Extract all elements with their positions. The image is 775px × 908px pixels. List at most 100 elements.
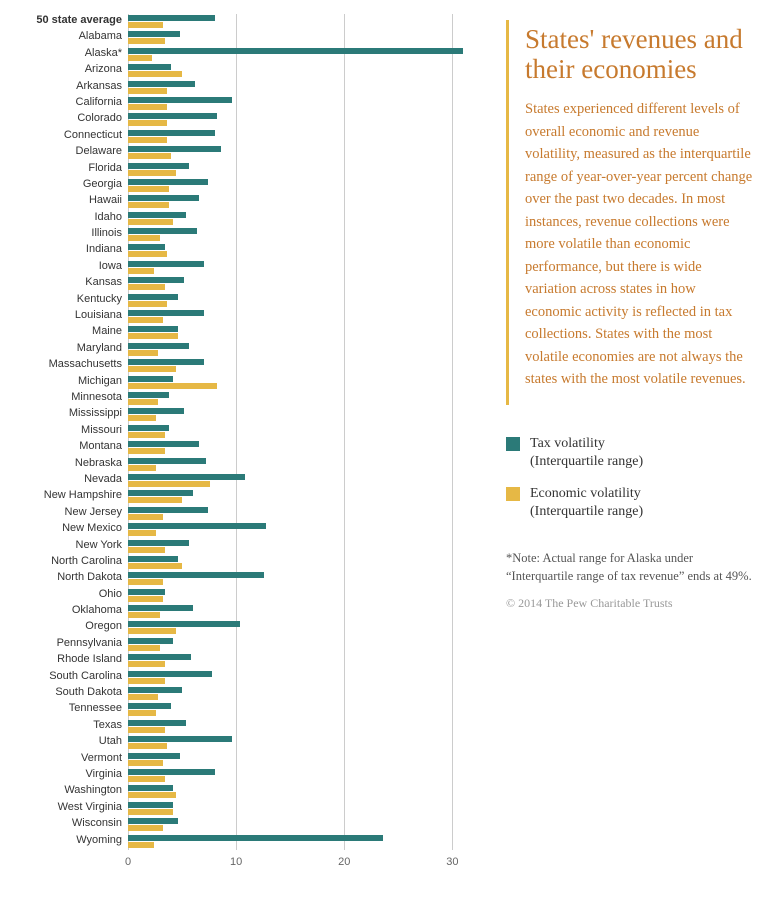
- bar-tax: [128, 163, 189, 169]
- bar-tax: [128, 720, 186, 726]
- bar-econ: [128, 170, 176, 176]
- chart-row: Maine: [0, 325, 474, 341]
- row-label: Ohio: [0, 588, 128, 600]
- bar-tax: [128, 540, 189, 546]
- chart-row: Florida: [0, 162, 474, 178]
- bar-tax: [128, 376, 173, 382]
- bar-econ: [128, 415, 156, 421]
- bar-econ: [128, 186, 169, 192]
- row-label: Kentucky: [0, 293, 128, 305]
- chart-row: Alaska*: [0, 47, 474, 63]
- row-bars: [128, 702, 474, 718]
- legend-swatch: [506, 487, 520, 501]
- row-bars: [128, 194, 474, 210]
- axis-tick: 20: [338, 856, 350, 868]
- chart-row: Mississippi: [0, 407, 474, 423]
- sidebar-description: States experienced different levels of o…: [525, 98, 755, 390]
- chart-panel: 50 state averageAlabamaAlaska*ArizonaArk…: [0, 0, 480, 908]
- bar-econ: [128, 727, 165, 733]
- chart-row: Virginia: [0, 768, 474, 784]
- row-label: Montana: [0, 440, 128, 452]
- bar-econ: [128, 628, 176, 634]
- chart-row: Nebraska: [0, 457, 474, 473]
- row-label: California: [0, 96, 128, 108]
- chart-row: North Dakota: [0, 571, 474, 587]
- row-bars: [128, 178, 474, 194]
- bar-tax: [128, 671, 212, 677]
- row-bars: [128, 686, 474, 702]
- row-bars: [128, 489, 474, 505]
- row-bars: [128, 145, 474, 161]
- row-bars: [128, 555, 474, 571]
- row-bars: [128, 424, 474, 440]
- row-bars: [128, 506, 474, 522]
- legend-swatch: [506, 437, 520, 451]
- chart-row: South Dakota: [0, 686, 474, 702]
- row-bars: [128, 670, 474, 686]
- row-bars: [128, 358, 474, 374]
- bar-tax: [128, 359, 204, 365]
- chart-row: Colorado: [0, 112, 474, 128]
- bar-econ: [128, 645, 160, 651]
- bar-tax: [128, 605, 193, 611]
- row-label: Michigan: [0, 375, 128, 387]
- chart-row: Michigan: [0, 375, 474, 391]
- chart-row: New Mexico: [0, 522, 474, 538]
- row-bars: [128, 817, 474, 833]
- bar-tax: [128, 785, 173, 791]
- row-label: Wyoming: [0, 834, 128, 846]
- bar-econ: [128, 497, 182, 503]
- bar-econ: [128, 251, 167, 257]
- bar-econ: [128, 383, 217, 389]
- footnote: *Note: Actual range for Alaska under “In…: [506, 549, 755, 585]
- bar-econ: [128, 235, 160, 241]
- row-bars: [128, 539, 474, 555]
- row-bars: [128, 407, 474, 423]
- row-bars: [128, 768, 474, 784]
- bar-econ: [128, 809, 173, 815]
- page-container: 50 state averageAlabamaAlaska*ArizonaArk…: [0, 0, 775, 908]
- row-label: Hawaii: [0, 194, 128, 206]
- bar-tax: [128, 687, 182, 693]
- row-bars: [128, 834, 474, 850]
- legend-label: Tax volatility(Interquartile range): [530, 435, 643, 471]
- row-label: Maryland: [0, 342, 128, 354]
- bar-econ: [128, 350, 158, 356]
- row-label: Tennessee: [0, 702, 128, 714]
- bar-econ: [128, 514, 163, 520]
- bar-tax: [128, 97, 232, 103]
- row-bars: [128, 620, 474, 636]
- bar-tax: [128, 179, 208, 185]
- chart-row: Louisiana: [0, 309, 474, 325]
- row-bars: [128, 391, 474, 407]
- chart-row: Wyoming: [0, 834, 474, 850]
- chart-row: New York: [0, 539, 474, 555]
- bar-tax: [128, 408, 184, 414]
- bar-econ: [128, 88, 167, 94]
- bar-econ: [128, 317, 163, 323]
- row-label: 50 state average: [0, 14, 128, 26]
- bar-econ: [128, 38, 165, 44]
- row-bars: [128, 752, 474, 768]
- chart-row: Utah: [0, 735, 474, 751]
- row-label: Arizona: [0, 63, 128, 75]
- row-label: Virginia: [0, 768, 128, 780]
- row-label: Oklahoma: [0, 604, 128, 616]
- bar-econ: [128, 842, 154, 848]
- row-label: Utah: [0, 735, 128, 747]
- chart-row: Washington: [0, 784, 474, 800]
- bar-tax: [128, 556, 178, 562]
- row-label: New Jersey: [0, 506, 128, 518]
- bar-tax: [128, 64, 171, 70]
- chart-row: Montana: [0, 440, 474, 456]
- bar-tax: [128, 802, 173, 808]
- row-label: New Mexico: [0, 522, 128, 534]
- row-label: Florida: [0, 162, 128, 174]
- row-label: Colorado: [0, 112, 128, 124]
- row-bars: [128, 637, 474, 653]
- chart-row: Tennessee: [0, 702, 474, 718]
- bar-econ: [128, 596, 163, 602]
- bar-tax: [128, 458, 206, 464]
- row-label: Alaska*: [0, 47, 128, 59]
- bar-tax: [128, 31, 180, 37]
